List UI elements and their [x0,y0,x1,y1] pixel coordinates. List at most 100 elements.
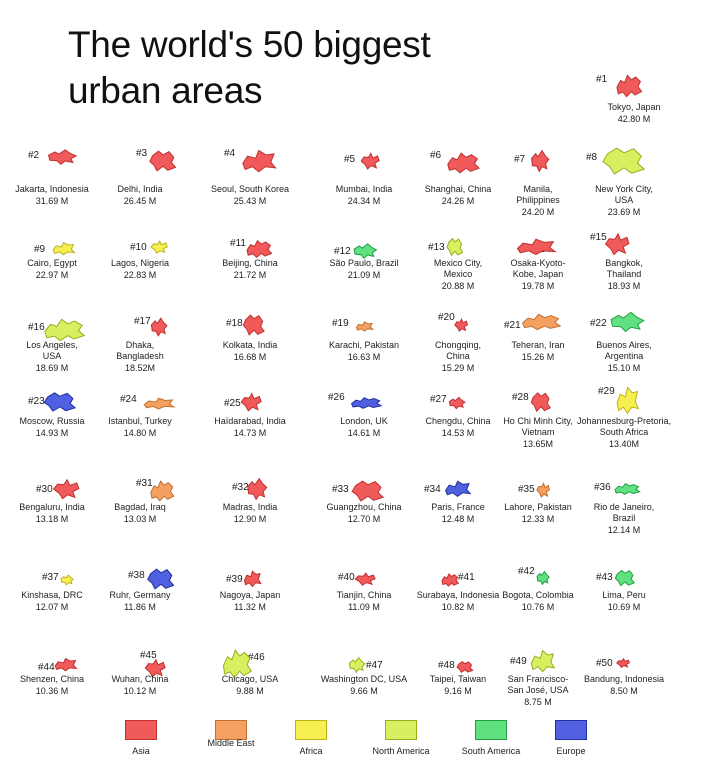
urban-area-shape [144,658,166,678]
area-name: San Francisco- [507,674,569,684]
area-label: Haïdarabad, India 14.73 M [200,416,300,439]
rank-label: #49 [510,656,527,667]
area-label: Moscow, Russia 14.93 M [2,416,102,439]
legend-swatch [475,720,507,740]
urban-area-shape [614,382,640,416]
urban-area-shape [352,242,378,260]
rank-label: #9 [34,244,46,255]
area-population: 13.65M [522,439,554,449]
area-population: 16.63 M [347,352,381,362]
area-population: 15.10 M [607,363,641,373]
area-population: 14.61 M [347,428,381,438]
area-label: London, UK 14.61 M [314,416,414,439]
urban-area-shape [536,482,550,498]
area-population: 22.83 M [123,270,157,280]
urban-area-shape [530,148,550,174]
legend-entry: Middle East [186,720,276,748]
area-label: Nagoya, Japan 11.32 M [200,590,300,613]
area-label: São Paulo, Brazil 21.09 M [314,258,414,281]
area-label: Cairo, Egypt 22.97 M [2,258,102,281]
area-label: Madras, India 12.90 M [200,502,300,525]
urban-area-4: #4 Seoul, South Korea 25.43 M [200,140,300,230]
rank-label: #42 [518,566,535,577]
area-population: 10.82 M [441,602,475,612]
rank-label: #36 [594,482,611,493]
area-population: 24.20 M [521,207,555,217]
urban-area-40: #40 Tianjin, China 11.09 M [314,560,414,650]
urban-area-45: #45 Wuhan, China 10.12 M [90,644,190,734]
urban-area-36: #36 Rio de Janeiro, Brazil 12.14 M [574,472,674,562]
area-population: 11.09 M [348,602,380,612]
urban-area-shape [52,478,80,500]
urban-area-shape [604,232,630,256]
area-name: Brazil [612,513,636,523]
urban-area-22: #22 Buenos Aires, Argentina 15.10 M [574,310,674,400]
urban-area-shape [444,150,482,176]
urban-area-shape [46,148,78,166]
area-name: Mexico City, [433,258,483,268]
urban-area-shape [148,148,178,174]
area-label: Bengaluru, India 13.18 M [2,502,102,525]
area-population: 10.76 M [521,602,555,612]
area-population: 12.90 M [233,514,267,524]
urban-area-shape [348,396,384,410]
urban-area-shape [616,658,630,668]
urban-area-12: #12 São Paulo, Brazil 21.09 M [314,228,414,318]
legend-swatch [295,720,327,740]
area-label: Wuhan, China 10.12 M [90,674,190,697]
area-name: Chongqing, [434,340,482,350]
rank-label: #11 [230,238,246,249]
area-population: 9.66 M [350,686,378,696]
legend-label: Europe [556,746,586,756]
urban-area-16: #16 Los Angeles, USA 18.69 M [2,310,102,400]
rank-label: #38 [128,570,145,581]
urban-area-48: #48 Taipei, Taiwan 9.16 M [408,644,508,734]
area-name: Nagoya, Japan [219,590,281,600]
urban-area-26: #26 London, UK 14.61 M [314,386,414,476]
urban-area-27: #27 Chengdu, China 14.53 M [408,386,508,476]
area-label: Rio de Janeiro, Brazil 12.14 M [574,502,674,536]
rank-label: #37 [42,572,59,583]
area-population: 12.14 M [607,525,641,535]
urban-area-43: #43 Lima, Peru 10.69 M [574,560,674,650]
urban-area-shape [150,316,168,338]
area-name: Guangzhou, China [326,502,402,512]
urban-area-5: #5 Mumbai, India 24.34 M [314,140,414,230]
area-population: 15.29 M [441,363,475,373]
area-name: Chicago, USA [221,674,279,684]
area-name: Paris, France [431,502,485,512]
rank-label: #45 [140,650,157,661]
area-population: 10.69 M [607,602,641,612]
urban-area-shape [52,656,78,672]
area-population: 9.88 M [236,686,264,696]
area-population: 12.33 M [521,514,555,524]
area-name: Teheran, Iran [511,340,565,350]
area-name: Surabaya, Indonesia [416,590,500,600]
area-label: Surabaya, Indonesia 10.82 M [408,590,508,613]
area-label: Bagdad, Iraq 13.03 M [90,502,190,525]
area-name: Bengaluru, India [19,502,85,512]
rank-label: #24 [120,394,137,405]
urban-area-31: #31 Bagdad, Iraq 13.03 M [90,472,190,562]
area-name: Bogota, Colombia [502,590,574,600]
area-label: Mumbai, India 24.34 M [314,184,414,207]
area-label: Lima, Peru 10.69 M [574,590,674,613]
area-population: 23.69 M [607,207,641,217]
urban-area-shape [244,238,274,260]
area-label: Delhi, India 26.45 M [90,184,190,207]
rank-label: #8 [586,152,598,163]
area-population: 18.93 M [607,281,641,291]
area-population: 14.93 M [35,428,69,438]
area-name: Jakarta, Indonesia [15,184,89,194]
area-name: Seoul, South Korea [210,184,290,194]
area-name: Rio de Janeiro, [593,502,655,512]
area-label: Paris, France 12.48 M [408,502,508,525]
rank-label: #7 [514,154,526,165]
urban-area-21: #21 Teheran, Iran 15.26 M [488,310,588,400]
area-population: 14.53 M [441,428,475,438]
urban-area-44: #44 Shenzen, China 10.36 M [2,644,102,734]
legend-swatch [385,720,417,740]
rank-label: #10 [130,242,147,253]
urban-area-shape [354,572,376,586]
